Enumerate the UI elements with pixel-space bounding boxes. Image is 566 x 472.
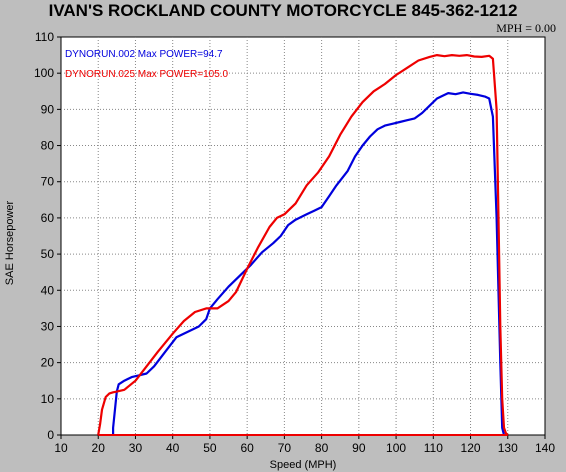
x-tick-label: 40 — [166, 441, 180, 455]
x-tick-labels: 10 20 30 40 50 60 70 80 90 100 110 120 130 140 — [54, 441, 555, 455]
y-tick-label: 20 — [41, 356, 55, 370]
x-tick-label: 20 — [92, 441, 106, 455]
chart-title: IVAN'S ROCKLAND COUNTY MOTORCYCLE 845-36… — [48, 1, 518, 20]
series-line-2 — [97, 53, 509, 436]
y-tick-label: 100 — [34, 66, 54, 80]
plot-area — [60, 36, 546, 436]
series-lines — [97, 53, 509, 436]
y-tick-label: 110 — [35, 30, 54, 44]
y-tick-label: 0 — [47, 428, 54, 442]
x-tick-label: 90 — [352, 441, 366, 455]
x-tick-label: 30 — [129, 441, 143, 455]
mph-readout: MPH = 0.00 — [496, 21, 556, 35]
x-tick-label: 60 — [240, 441, 254, 455]
legend-entry-2: DYNORUN.025 Max POWER=105.0 — [65, 69, 229, 80]
x-tick-label: 110 — [424, 441, 443, 455]
y-tick-label: 70 — [41, 175, 55, 189]
y-tick-labels: 0 10 20 30 40 50 60 70 80 90 100 110 — [34, 30, 54, 442]
x-tick-label: 140 — [535, 441, 555, 455]
y-tick-label: 50 — [41, 247, 55, 261]
x-tick-label: 80 — [315, 441, 329, 455]
x-axis-label: Speed (MPH) — [270, 459, 337, 471]
series-line-1 — [111, 91, 506, 436]
legend: DYNORUN.002 Max POWER=94.7 DYNORUN.025 Ma… — [65, 49, 229, 80]
grid — [57, 36, 546, 439]
y-tick-label: 90 — [41, 102, 55, 116]
y-tick-label: 10 — [41, 392, 55, 406]
x-tick-label: 100 — [386, 441, 406, 455]
x-tick-label: 50 — [203, 441, 217, 455]
y-tick-label: 60 — [41, 211, 55, 225]
y-tick-label: 40 — [41, 283, 55, 297]
x-tick-label: 10 — [54, 441, 68, 455]
y-tick-label: 80 — [41, 139, 55, 153]
y-axis-label: SAE Horsepower — [4, 200, 16, 285]
y-tick-label: 30 — [41, 319, 55, 333]
x-tick-label: 120 — [461, 441, 481, 455]
x-tick-label: 70 — [278, 441, 292, 455]
x-tick-label: 130 — [498, 441, 518, 455]
legend-entry-1: DYNORUN.002 Max POWER=94.7 — [65, 49, 223, 60]
